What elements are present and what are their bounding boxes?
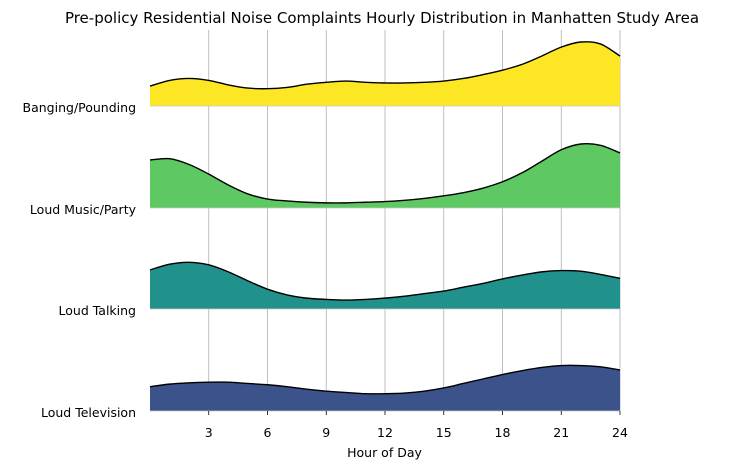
ridge-area-loud-music-party — [150, 143, 620, 208]
ridge-area-banging-pounding — [150, 41, 620, 106]
x-axis-label: Hour of Day — [347, 445, 422, 460]
x-tick-label-12: 12 — [377, 425, 393, 440]
ridge-layer: Banging/Pounding Loud Music/Party Loud Tal… — [23, 41, 621, 420]
ridge-loud-talking: Loud Talking — [59, 261, 621, 318]
x-tick-label-18: 18 — [495, 425, 511, 440]
ridge-area-loud-television — [150, 365, 620, 411]
ridge-label-banging-pounding: Banging/Pounding — [23, 100, 136, 115]
ridge-label-loud-television: Loud Television — [41, 405, 136, 420]
ridge-line-loud-talking — [149, 261, 621, 301]
ridge-label-loud-talking: Loud Talking — [59, 303, 137, 318]
ridge-line-loud-music-party — [149, 142, 621, 204]
ridge-label-loud-music-party: Loud Music/Party — [30, 202, 137, 217]
x-axis-ticks: 3 6 9 12 15 18 21 24 — [205, 411, 628, 440]
x-tick-label-15: 15 — [436, 425, 452, 440]
ridge-area-loud-talking — [150, 262, 620, 309]
x-tick-label-3: 3 — [205, 425, 213, 440]
ridge-banging-pounding: Banging/Pounding — [23, 41, 621, 115]
x-tick-label-9: 9 — [322, 425, 330, 440]
ridge-loud-music-party: Loud Music/Party — [30, 142, 621, 217]
x-tick-label-24: 24 — [612, 425, 628, 440]
ridge-line-banging-pounding — [149, 41, 621, 90]
x-tick-label-6: 6 — [264, 425, 272, 440]
x-tick-label-21: 21 — [553, 425, 569, 440]
ridge-line-loud-television — [149, 364, 621, 395]
ridge-loud-television: Loud Television — [41, 364, 621, 420]
chart-title: Pre-policy Residential Noise Complaints … — [65, 9, 699, 27]
